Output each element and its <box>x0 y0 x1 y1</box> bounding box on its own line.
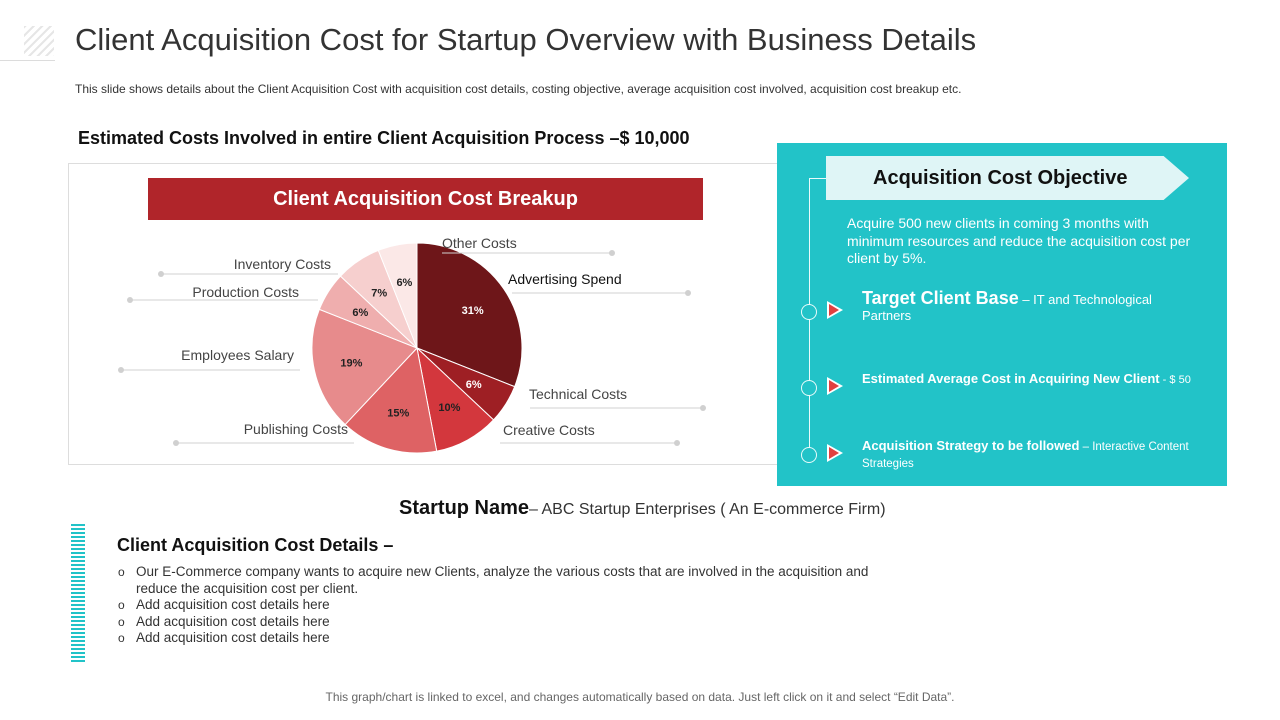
page-title: Client Acquisition Cost for Startup Over… <box>75 22 977 57</box>
pie-value-label: 7% <box>371 287 387 299</box>
list-item: Add acquisition cost details here <box>118 597 898 614</box>
acquisition-strategy-point: Acquisition Strategy to be followed – In… <box>862 438 1192 472</box>
objective-text: Acquire 500 new clients in coming 3 mont… <box>847 215 1191 266</box>
pie-category-label: Publishing Costs <box>244 421 348 437</box>
leader-dot <box>118 367 124 373</box>
leader-dot <box>700 405 706 411</box>
play-arrow-icon <box>827 377 843 395</box>
pie-value-label: 15% <box>387 408 409 420</box>
objective-title: Acquisition Cost Objective <box>826 156 1189 200</box>
pie-slice-publishing-costs[interactable] <box>344 346 438 454</box>
pie-category-label: Technical Costs <box>529 386 627 402</box>
list-item: Add acquisition cost details here <box>118 614 898 631</box>
timeline-circle-icon <box>801 447 817 463</box>
striped-accent-bar <box>71 524 85 664</box>
pie-value-label: 31% <box>462 305 484 317</box>
estimated-costs-heading: Estimated Costs Involved in entire Clien… <box>78 128 690 148</box>
startup-name: Startup Name– ABC Startup Enterprises ( … <box>399 497 886 520</box>
chart-title-banner: Client Acquisition Cost Breakup <box>148 178 703 220</box>
point-text: - $ 50 <box>1159 374 1191 386</box>
leader-dot <box>609 250 615 256</box>
leader-dot <box>158 271 164 277</box>
timeline-circle-icon <box>801 380 817 396</box>
pie-value-label: 6% <box>466 379 482 391</box>
pie-slice-other-costs[interactable] <box>377 242 418 349</box>
pie-category-label: Creative Costs <box>503 422 595 438</box>
pie-category-label: Production Costs <box>192 284 299 300</box>
point-text: – Interactive Content Strategies <box>862 441 1189 470</box>
leader-dot <box>674 440 680 446</box>
footer-note: This graph/chart is linked to excel, and… <box>325 690 955 704</box>
pie-category-label: Inventory Costs <box>234 256 331 272</box>
timeline-circle-icon <box>801 304 817 320</box>
point-heading: Acquisition Strategy to be followed <box>862 438 1080 453</box>
point-heading: Estimated Average Cost in Acquiring New … <box>862 371 1160 386</box>
startup-name-value: – ABC Startup Enterprises ( An E-commerc… <box>529 501 886 518</box>
average-cost-point: Estimated Average Cost in Acquiring New … <box>862 370 1192 389</box>
play-arrow-icon <box>827 301 843 319</box>
list-item: Add acquisition cost details here <box>118 630 898 647</box>
pie-slice-advertising-spend[interactable] <box>416 242 523 388</box>
objective-panel <box>777 143 1227 486</box>
pie-category-label: Other Costs <box>442 235 517 251</box>
startup-name-label: Startup Name <box>399 497 530 519</box>
details-title: Client Acquisition Cost Details – <box>117 535 394 555</box>
target-client-base-point: Target Client Base – IT and Technologica… <box>862 288 1202 324</box>
corner-divider <box>0 60 55 61</box>
point-heading: Target Client Base <box>862 288 1019 308</box>
pie-category-label: Advertising Spend <box>508 271 622 287</box>
leader-dot <box>685 290 691 296</box>
pie-value-label: 6% <box>396 277 412 289</box>
point-text: – IT and Technological Partners <box>862 292 1152 323</box>
corner-decoration <box>24 26 54 56</box>
pie-value-label: 19% <box>340 358 362 370</box>
details-list: Our E-Commerce company wants to acquire … <box>118 564 898 647</box>
pie-category-label: Employees Salary <box>181 347 294 363</box>
page-subtitle: This slide shows details about the Clien… <box>75 82 962 96</box>
pie-value-label: 10% <box>438 402 460 414</box>
timeline-connector <box>809 178 827 179</box>
pie-value-label: 6% <box>352 307 368 319</box>
list-item: Our E-Commerce company wants to acquire … <box>118 564 898 597</box>
play-arrow-icon <box>827 444 843 462</box>
leader-dot <box>173 440 179 446</box>
leader-dot <box>127 297 133 303</box>
